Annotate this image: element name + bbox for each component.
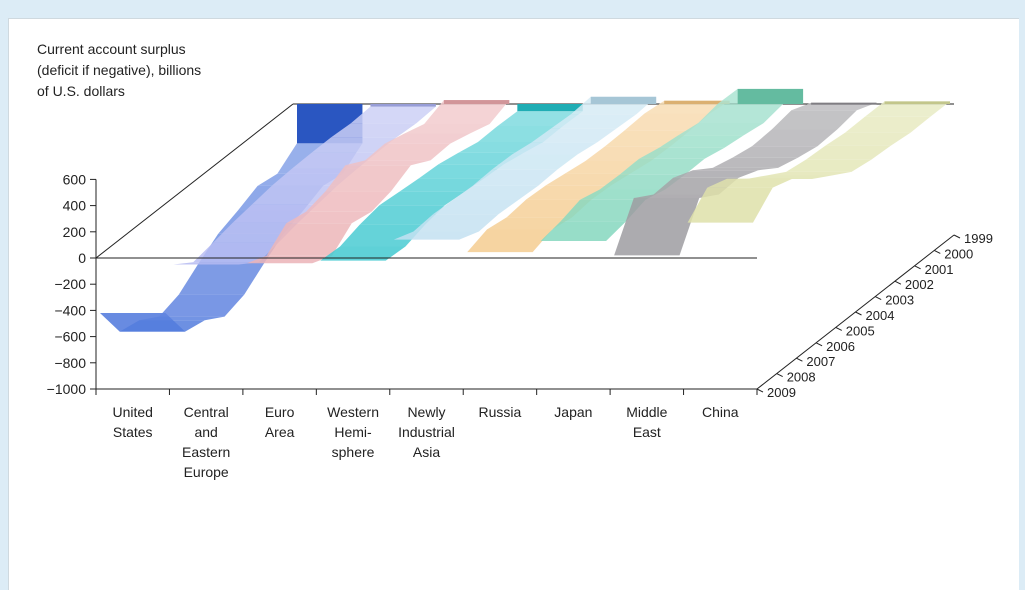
category-label: Asia — [413, 444, 440, 460]
year-label: 1999 — [964, 231, 993, 246]
year-label: 2004 — [866, 308, 895, 323]
category-label: Central — [184, 404, 229, 420]
y-axis-title-line: Current account surplus — [37, 41, 186, 57]
ribbon-segment — [825, 133, 910, 146]
year-label: 2009 — [767, 385, 796, 400]
category-label: States — [113, 424, 153, 440]
category-label: Western — [327, 404, 379, 420]
front-face — [444, 100, 509, 104]
front-face — [591, 97, 656, 104]
ribbon-segment — [786, 160, 871, 172]
category-label: Industrial — [398, 424, 455, 440]
category-label: China — [702, 404, 739, 420]
y-tick-label: −800 — [54, 355, 86, 371]
chart-frame: Current account surplus (deficit if nega… — [8, 18, 1019, 590]
y-axis-title-line: (deficit if negative), billions — [37, 62, 201, 78]
category-label: sphere — [332, 444, 375, 460]
category-label: Middle — [626, 404, 667, 420]
front-face — [738, 89, 803, 104]
front-face — [370, 104, 435, 107]
category-label: Europe — [184, 464, 229, 480]
ribbon-segment — [766, 172, 851, 176]
plot-area: 6004002000−200−400−600−800−1000UnitedSta… — [47, 89, 993, 480]
ribbon-segment — [404, 124, 489, 134]
ribbon-segment — [772, 110, 857, 129]
year-tick — [856, 312, 862, 315]
y-tick-label: 600 — [63, 171, 87, 187]
ribbon-segment — [747, 175, 832, 179]
year-label: 2007 — [806, 354, 835, 369]
y-tick-label: 400 — [63, 198, 87, 214]
category-label: East — [633, 424, 661, 440]
y-axis-title: Current account surplus (deficit if nega… — [37, 41, 201, 99]
ribbon-segment — [806, 146, 891, 160]
y-tick-label: 0 — [78, 250, 86, 266]
category-label: Eastern — [182, 444, 230, 460]
year-tick — [915, 266, 921, 269]
category-label: Japan — [554, 404, 592, 420]
ribbon-segment — [159, 295, 244, 317]
year-label: 2002 — [905, 277, 934, 292]
y-tick-label: −200 — [54, 276, 86, 292]
year-tick — [875, 297, 881, 300]
ribbon-segment — [179, 264, 264, 295]
category-label: Area — [265, 424, 295, 440]
ribbon-segment — [351, 107, 436, 124]
front-face — [885, 101, 950, 104]
category-label: Euro — [265, 404, 295, 420]
year-label: 2005 — [846, 323, 875, 338]
category-label: and — [194, 424, 217, 440]
year-tick — [777, 374, 783, 377]
year-tick — [934, 250, 940, 253]
chart: Current account surplus (deficit if nega… — [9, 19, 1019, 590]
category-label: Hemi- — [334, 424, 372, 440]
y-axis-title-line: of U.S. dollars — [37, 83, 125, 99]
year-tick — [816, 343, 822, 346]
ribbon-segment — [752, 130, 837, 147]
year-tick — [757, 389, 763, 392]
year-tick — [796, 358, 802, 361]
y-tick-label: −1000 — [47, 381, 87, 397]
category-label: Newly — [407, 404, 445, 420]
y-tick-label: −400 — [54, 302, 86, 318]
ribbon-segment — [713, 158, 798, 168]
year-label: 2006 — [826, 339, 855, 354]
front-face — [517, 104, 582, 111]
y-tick-label: −600 — [54, 329, 86, 345]
category-label: Russia — [479, 404, 522, 420]
ribbon-segment — [732, 146, 817, 157]
category-label: United — [112, 404, 152, 420]
year-tick — [954, 235, 960, 238]
year-label: 2001 — [925, 262, 954, 277]
year-tick — [836, 327, 842, 330]
year-label: 2000 — [944, 246, 973, 261]
y-tick-label: 200 — [63, 224, 87, 240]
year-label: 2008 — [787, 370, 816, 385]
ribbon-segment — [467, 230, 552, 253]
ribbon-segment — [845, 117, 930, 133]
year-label: 2003 — [885, 293, 914, 308]
front-face — [811, 103, 876, 105]
ribbon-segment — [693, 168, 778, 170]
year-tick — [895, 281, 901, 284]
